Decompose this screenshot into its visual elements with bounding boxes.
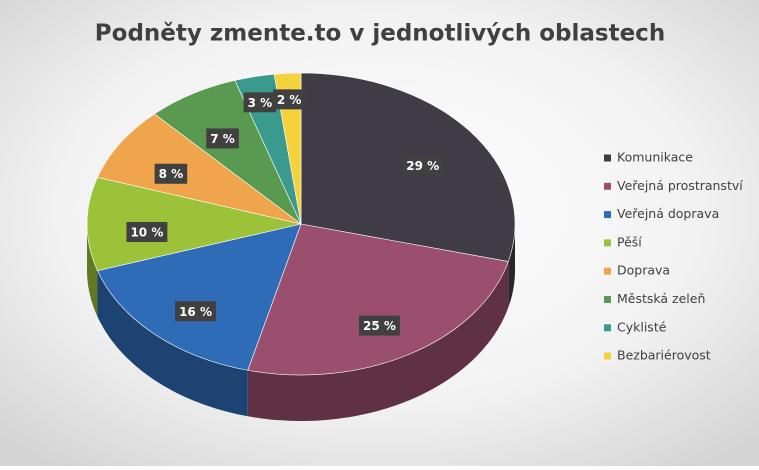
- slice: [273, 72, 302, 225]
- slice-side: [508, 224, 515, 308]
- data-label-text: 29 %: [406, 159, 439, 173]
- data-label-text: 16 %: [179, 305, 212, 319]
- slice: [97, 113, 302, 225]
- data-label: 7 %: [206, 128, 239, 149]
- legend-swatch: [604, 154, 611, 162]
- data-label-box: [126, 222, 168, 242]
- slice-side: [247, 261, 509, 421]
- data-label-box: [402, 155, 444, 176]
- legend-label: Komunikace: [617, 150, 693, 165]
- legend-swatch: [604, 239, 611, 247]
- legend-swatch: [604, 211, 611, 219]
- slice: [97, 223, 302, 371]
- data-label-box: [206, 128, 239, 149]
- legend-label: Městská zeleň: [617, 291, 705, 306]
- data-label: 8 %: [154, 163, 188, 184]
- legend-swatch: [604, 267, 611, 275]
- legend-swatch: [604, 182, 611, 190]
- data-label-box: [175, 301, 216, 322]
- data-label-text: 7 %: [210, 132, 235, 146]
- legend-swatch: [604, 324, 611, 332]
- data-label-box: [154, 163, 188, 184]
- data-label: 3 %: [243, 92, 277, 113]
- data-label: 25 %: [358, 315, 400, 336]
- data-label-box: [358, 315, 400, 336]
- data-label-text: 8 %: [159, 167, 184, 181]
- data-label-text: 10 %: [130, 226, 163, 240]
- data-label: 2 %: [272, 89, 306, 110]
- legend-label: Veřejná doprava: [617, 206, 719, 221]
- legend-swatch: [604, 296, 611, 303]
- legend-label: Veřejná prostranství: [617, 178, 743, 193]
- data-label: 16 %: [175, 301, 216, 322]
- data-label-text: 2 %: [277, 93, 302, 107]
- legend-label: Cyklisté: [617, 319, 667, 334]
- data-label-box: [243, 92, 277, 113]
- legend-label: Doprava: [617, 263, 670, 278]
- data-label: 10 %: [126, 222, 168, 242]
- legend-label: Bezbariérovost: [617, 348, 711, 363]
- data-label-text: 3 %: [248, 96, 273, 110]
- chart-title: Podněty zmente.to v jednotlivých oblaste…: [95, 21, 665, 47]
- data-label: 29 %: [402, 155, 444, 176]
- legend-label: Pěší: [617, 234, 642, 249]
- data-label-text: 25 %: [363, 319, 396, 333]
- slice: [247, 223, 509, 376]
- slice-side: [87, 224, 98, 317]
- slice: [86, 176, 302, 272]
- data-label-box: [272, 89, 306, 110]
- legend-swatch: [604, 352, 611, 360]
- slice-side: [97, 270, 248, 417]
